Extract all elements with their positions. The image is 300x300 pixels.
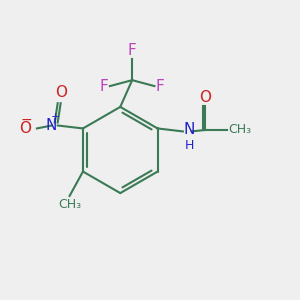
Text: O: O [199, 90, 211, 105]
Text: F: F [100, 79, 108, 94]
Text: CH₃: CH₃ [228, 123, 251, 136]
Text: N: N [184, 122, 195, 137]
Text: O: O [55, 85, 67, 100]
Text: O: O [20, 121, 32, 136]
Text: F: F [128, 43, 136, 58]
Text: +: + [51, 112, 60, 122]
Text: −: − [20, 113, 32, 127]
Text: H: H [185, 139, 194, 152]
Text: F: F [156, 79, 165, 94]
Text: N: N [45, 118, 57, 133]
Text: CH₃: CH₃ [58, 198, 81, 211]
